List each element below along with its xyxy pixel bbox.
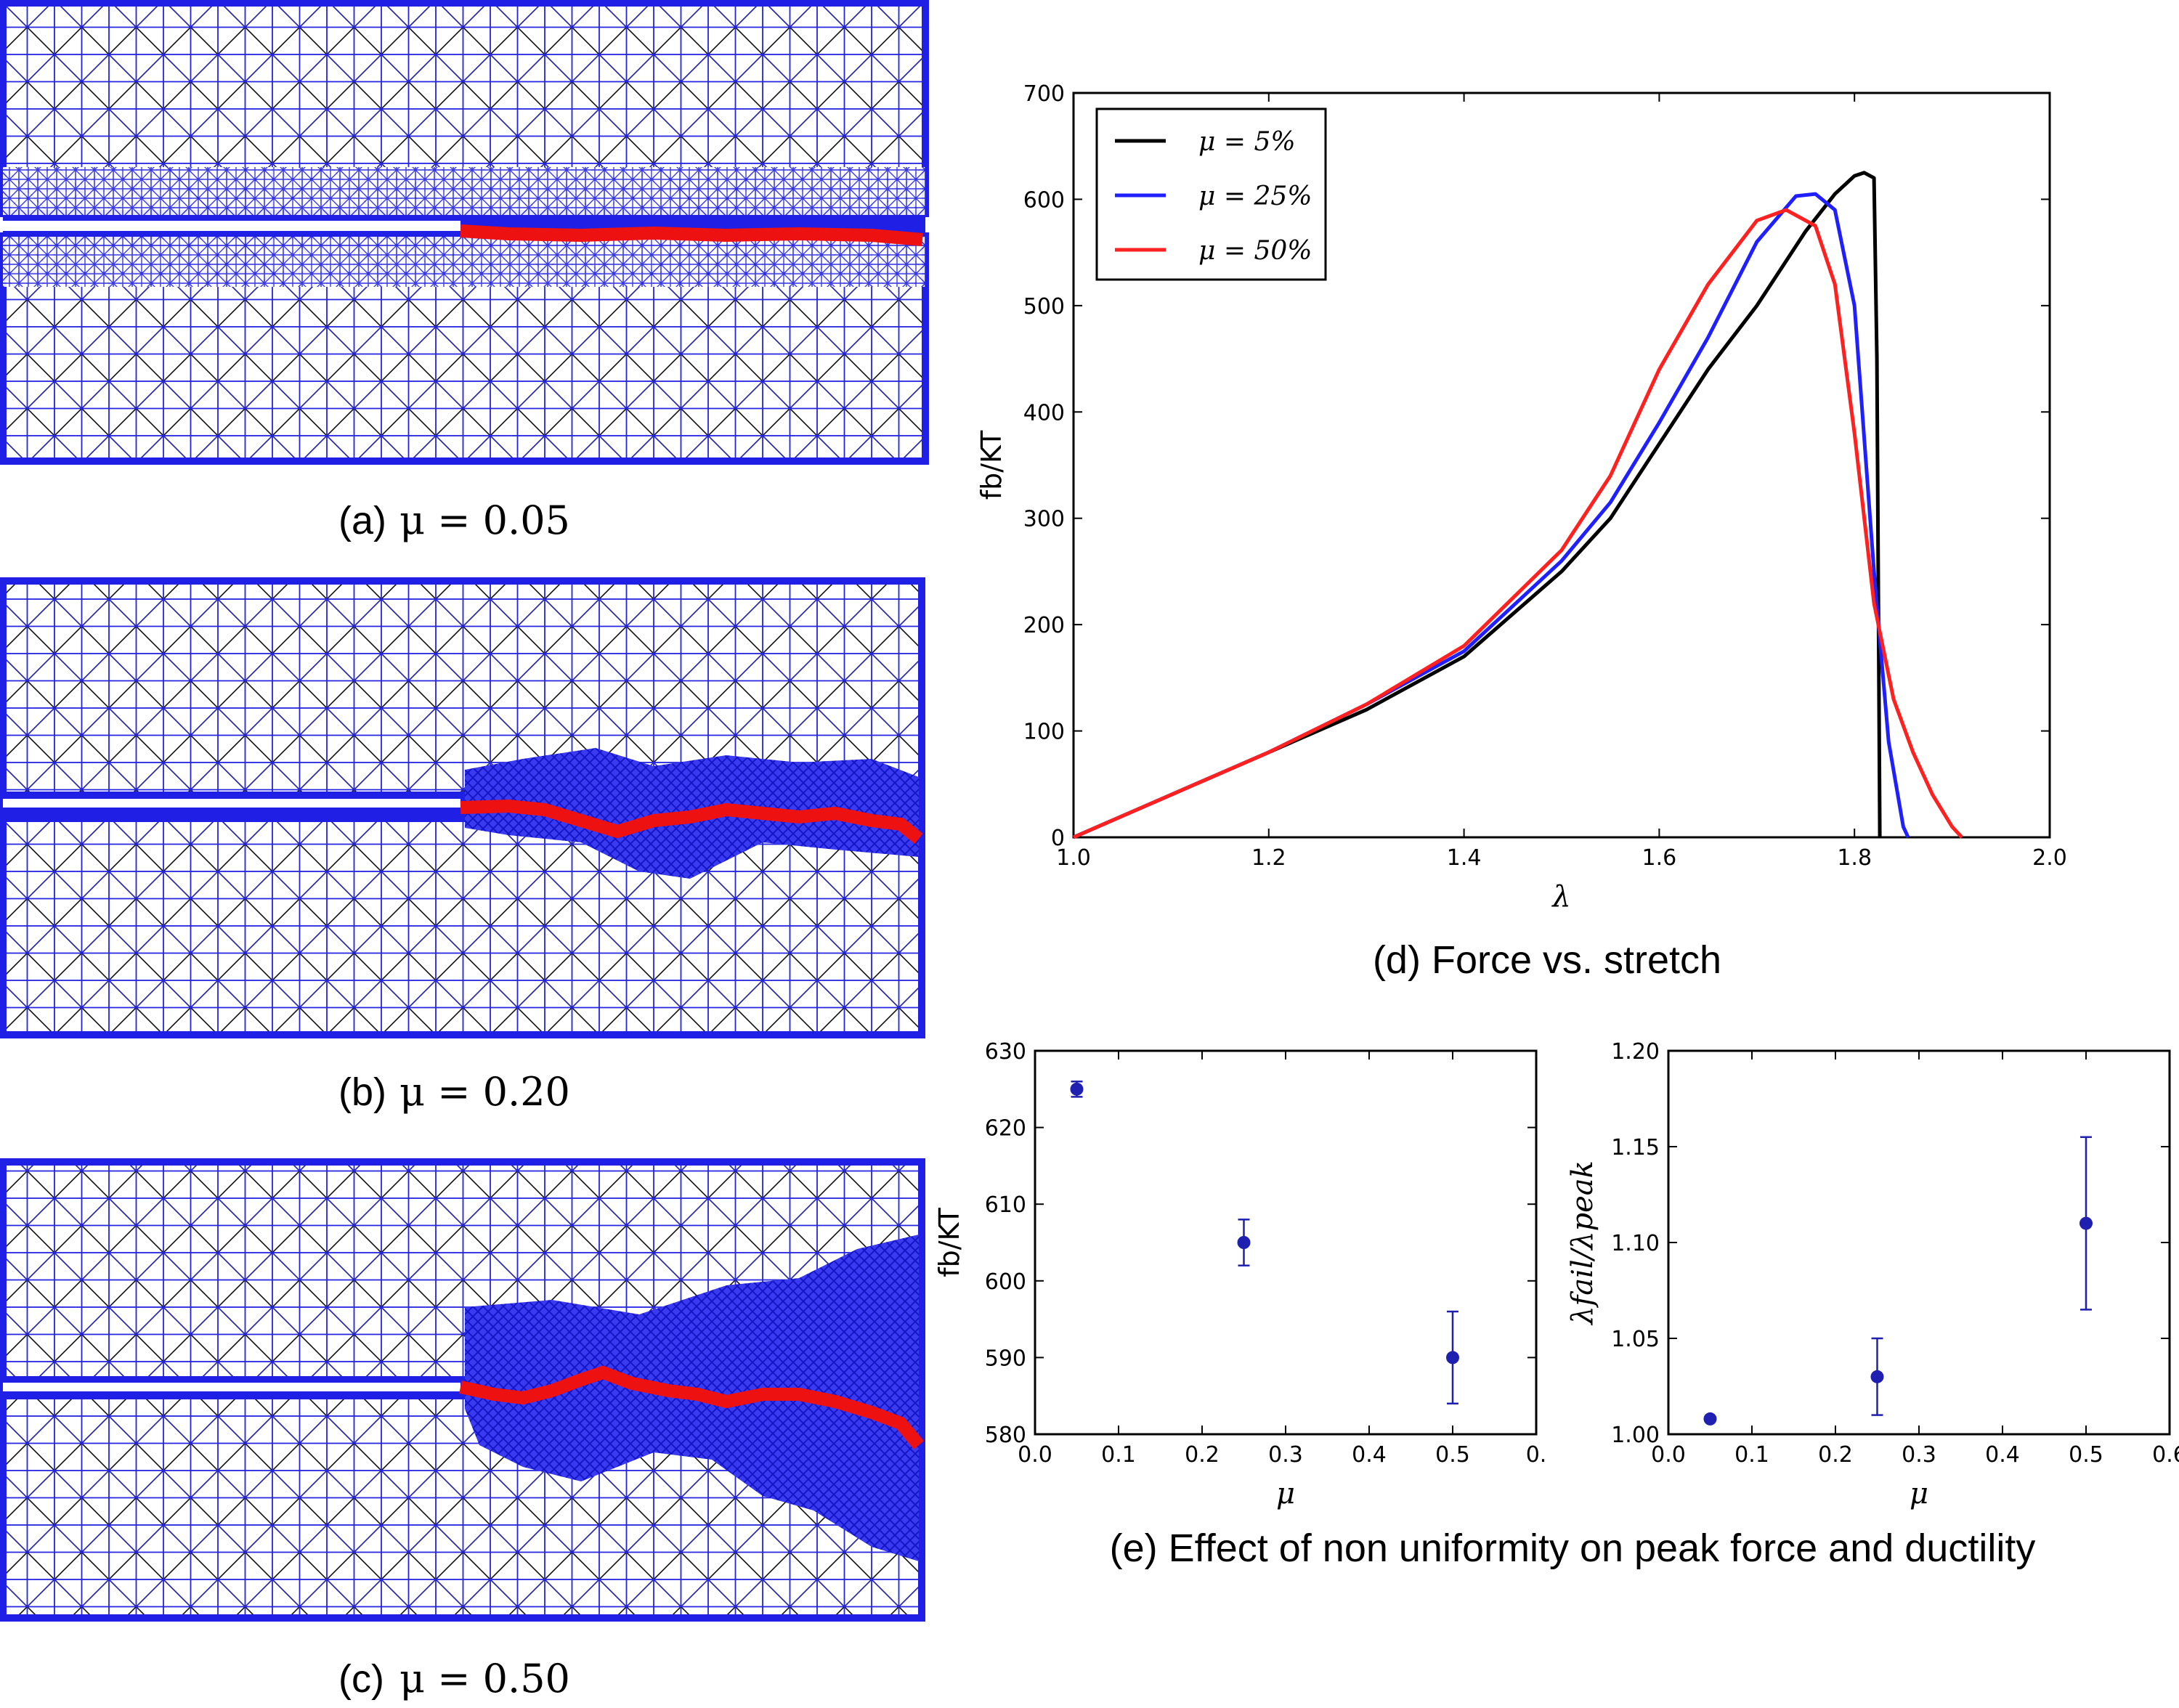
x-tick-label: 0.3 bbox=[1902, 1442, 1936, 1468]
x-tick-label: 1.2 bbox=[1251, 845, 1286, 871]
y-axis-label: fb/KT bbox=[975, 430, 1007, 500]
peak-force-chart: 0.0 0.1 0.2 0.3 0.4 0.5 0. 580 590 600 610 620 630 μ… bbox=[933, 1039, 1546, 1510]
y-tick-label: 1.10 bbox=[1611, 1231, 1660, 1256]
legend-label: μ = 50% bbox=[1198, 236, 1312, 266]
crack-path-c bbox=[459, 1365, 924, 1449]
x-tick-label: 0.2 bbox=[1185, 1442, 1220, 1468]
plot-area bbox=[1667, 1049, 2171, 1436]
legend-label: μ = 25% bbox=[1198, 182, 1312, 211]
caption-d: (d) Force vs. stretch bbox=[1373, 938, 1721, 982]
mesh-panel-b bbox=[0, 577, 925, 1038]
caption-a-math: μ = 0.05 bbox=[399, 497, 570, 543]
data-point bbox=[1870, 1370, 1884, 1383]
caption-c: (c) μ = 0.50 bbox=[338, 1656, 570, 1701]
x-axis-label: λ bbox=[1551, 880, 1570, 914]
series-line-0 bbox=[1073, 171, 1882, 839]
y-tick-label: 400 bbox=[1023, 400, 1065, 426]
x-tick-label: 0.0 bbox=[1018, 1442, 1052, 1468]
y-tick-label: 0 bbox=[1051, 826, 1065, 851]
x-tick-label: 1.0 bbox=[1056, 845, 1091, 871]
x-tick-label: 0.0 bbox=[1651, 1442, 1686, 1468]
x-tick-label: 1.6 bbox=[1642, 845, 1677, 871]
legend-label: μ = 5% bbox=[1198, 127, 1296, 157]
y-tick-label: 1.00 bbox=[1611, 1423, 1660, 1448]
y-tick-label: 590 bbox=[985, 1346, 1026, 1371]
series-line-2 bbox=[1073, 208, 1963, 839]
x-tick-label: 0.1 bbox=[1101, 1442, 1136, 1468]
data-point bbox=[1070, 1082, 1084, 1096]
y-axis-label: λfail/λpeak bbox=[1566, 1160, 1599, 1326]
x-tick-label: 0.1 bbox=[1734, 1442, 1769, 1468]
x-tick-label: 0.5 bbox=[2069, 1442, 2103, 1468]
x-tick-label: 1.8 bbox=[1837, 845, 1872, 871]
y-tick-label: 1.15 bbox=[1611, 1135, 1660, 1160]
caption-a: (a) μ = 0.05 bbox=[338, 497, 570, 543]
caption-c-math: μ = 0.50 bbox=[399, 1656, 570, 1701]
mesh-panel-a bbox=[0, 0, 929, 465]
caption-c-prefix: (c) bbox=[338, 1657, 384, 1701]
x-tick-label: 0. bbox=[1526, 1442, 1547, 1468]
force-stretch-chart: 1.0 1.2 1.4 1.6 1.8 2.0 0 100 200 300 400 500 600 700… bbox=[975, 81, 2067, 982]
x-tick-label: 1.4 bbox=[1447, 845, 1482, 871]
y-tick-label: 610 bbox=[985, 1192, 1026, 1218]
y-tick-label: 580 bbox=[985, 1423, 1026, 1448]
mesh-panel-c bbox=[0, 1158, 925, 1622]
x-tick-label: 0.6 bbox=[2152, 1442, 2179, 1468]
x-tick-label: 0.4 bbox=[1985, 1442, 2020, 1468]
x-tick-label: 0.2 bbox=[1818, 1442, 1853, 1468]
caption-a-prefix: (a) bbox=[338, 499, 386, 542]
y-tick-label: 600 bbox=[985, 1269, 1026, 1295]
y-tick-label: 630 bbox=[985, 1039, 1026, 1065]
y-tick-label: 620 bbox=[985, 1116, 1026, 1142]
y-tick-label: 700 bbox=[1023, 81, 1065, 107]
caption-e: (e) Effect of non uniformity on peak for… bbox=[1110, 1526, 2036, 1570]
plot-area bbox=[1034, 1049, 1538, 1436]
y-tick-label: 1.05 bbox=[1611, 1327, 1660, 1352]
x-tick-label: 2.0 bbox=[2032, 845, 2067, 871]
y-tick-label: 300 bbox=[1023, 507, 1065, 532]
y-tick-label: 100 bbox=[1023, 720, 1065, 745]
x-axis-label: μ bbox=[1910, 1477, 1928, 1510]
data-point bbox=[1703, 1412, 1717, 1426]
x-tick-label: 0.5 bbox=[1435, 1442, 1470, 1468]
caption-b-math: μ = 0.20 bbox=[399, 1069, 570, 1115]
y-tick-label: 200 bbox=[1023, 613, 1065, 638]
x-tick-label: 0.4 bbox=[1352, 1442, 1387, 1468]
y-tick-label: 1.20 bbox=[1611, 1039, 1660, 1065]
legend: μ = 5% μ = 25% μ = 50% bbox=[1095, 107, 1327, 281]
data-point bbox=[1446, 1351, 1459, 1365]
caption-b: (b) μ = 0.20 bbox=[338, 1069, 570, 1115]
data-point bbox=[1237, 1236, 1251, 1249]
y-tick-label: 600 bbox=[1023, 187, 1065, 213]
data-point bbox=[2079, 1216, 2093, 1230]
crack-path-a bbox=[460, 224, 923, 246]
x-axis-label: μ bbox=[1276, 1477, 1295, 1510]
x-tick-label: 0.3 bbox=[1268, 1442, 1303, 1468]
y-tick-label: 500 bbox=[1023, 294, 1065, 320]
crack-path-b bbox=[460, 799, 923, 845]
y-axis-label: fb/KT bbox=[933, 1207, 965, 1277]
caption-b-prefix: (b) bbox=[338, 1070, 386, 1114]
ductility-chart: 0.0 0.1 0.2 0.3 0.4 0.5 0.6 1.00 1.05 1.10 1.15 1.2… bbox=[1566, 1039, 2179, 1510]
